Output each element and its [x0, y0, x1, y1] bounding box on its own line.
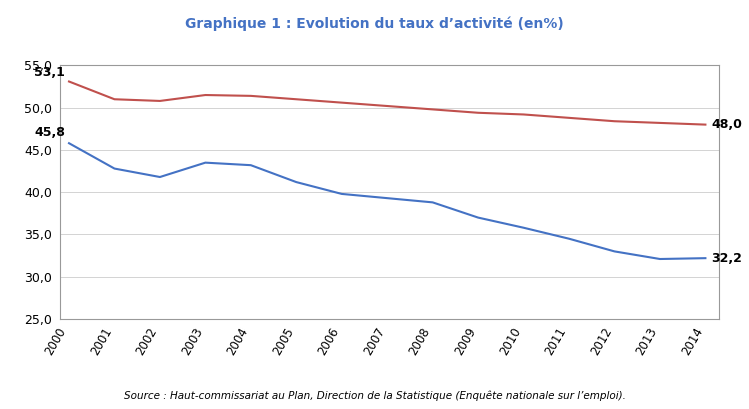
Taux d’activité national [610, 119, 619, 124]
Taux d’activité national [428, 107, 437, 112]
Taux d’activité national [383, 103, 392, 108]
Text: 32,2: 32,2 [711, 252, 742, 265]
Taux d’activité national [655, 121, 664, 126]
Taux d’activité national [473, 110, 482, 115]
Taux d’activité 15-24 ans [655, 256, 664, 261]
Text: Graphique 1 : Evolution du taux d’activité (en%): Graphique 1 : Evolution du taux d’activi… [185, 16, 564, 31]
Line: Taux d’activité national: Taux d’activité national [69, 81, 706, 125]
Taux d’activité 15-24 ans [110, 166, 119, 171]
Taux d’activité 15-24 ans [610, 249, 619, 254]
Taux d’activité 15-24 ans [519, 225, 528, 230]
Taux d’activité 15-24 ans [64, 141, 73, 146]
Taux d’activité 15-24 ans [246, 163, 255, 168]
Taux d’activité 15-24 ans [428, 200, 437, 205]
Taux d’activité national [701, 122, 710, 127]
Taux d’activité 15-24 ans [383, 196, 392, 200]
Text: 48,0: 48,0 [711, 118, 742, 131]
Taux d’activité 15-24 ans [701, 256, 710, 261]
Text: Source : Haut-commissariat au Plan, Direction de la Statistique (Enquête nationa: Source : Haut-commissariat au Plan, Dire… [124, 390, 625, 401]
Text: 45,8: 45,8 [34, 126, 65, 139]
Line: Taux d’activité 15-24 ans: Taux d’activité 15-24 ans [69, 143, 706, 259]
Taux d’activité 15-24 ans [201, 160, 210, 165]
Taux d’activité 15-24 ans [292, 180, 301, 184]
Taux d’activité 15-24 ans [156, 175, 165, 180]
Text: 53,1: 53,1 [34, 66, 65, 79]
Taux d’activité national [246, 93, 255, 98]
Taux d’activité 15-24 ans [473, 215, 482, 220]
Taux d’activité 15-24 ans [337, 191, 346, 196]
Taux d’activité national [156, 99, 165, 103]
Taux d’activité 15-24 ans [565, 236, 574, 241]
Taux d’activité national [110, 97, 119, 102]
Taux d’activité national [292, 97, 301, 102]
Taux d’activité national [201, 92, 210, 97]
Taux d’activité national [337, 100, 346, 105]
Taux d’activité national [565, 115, 574, 120]
Taux d’activité national [64, 79, 73, 84]
Taux d’activité national [519, 112, 528, 117]
